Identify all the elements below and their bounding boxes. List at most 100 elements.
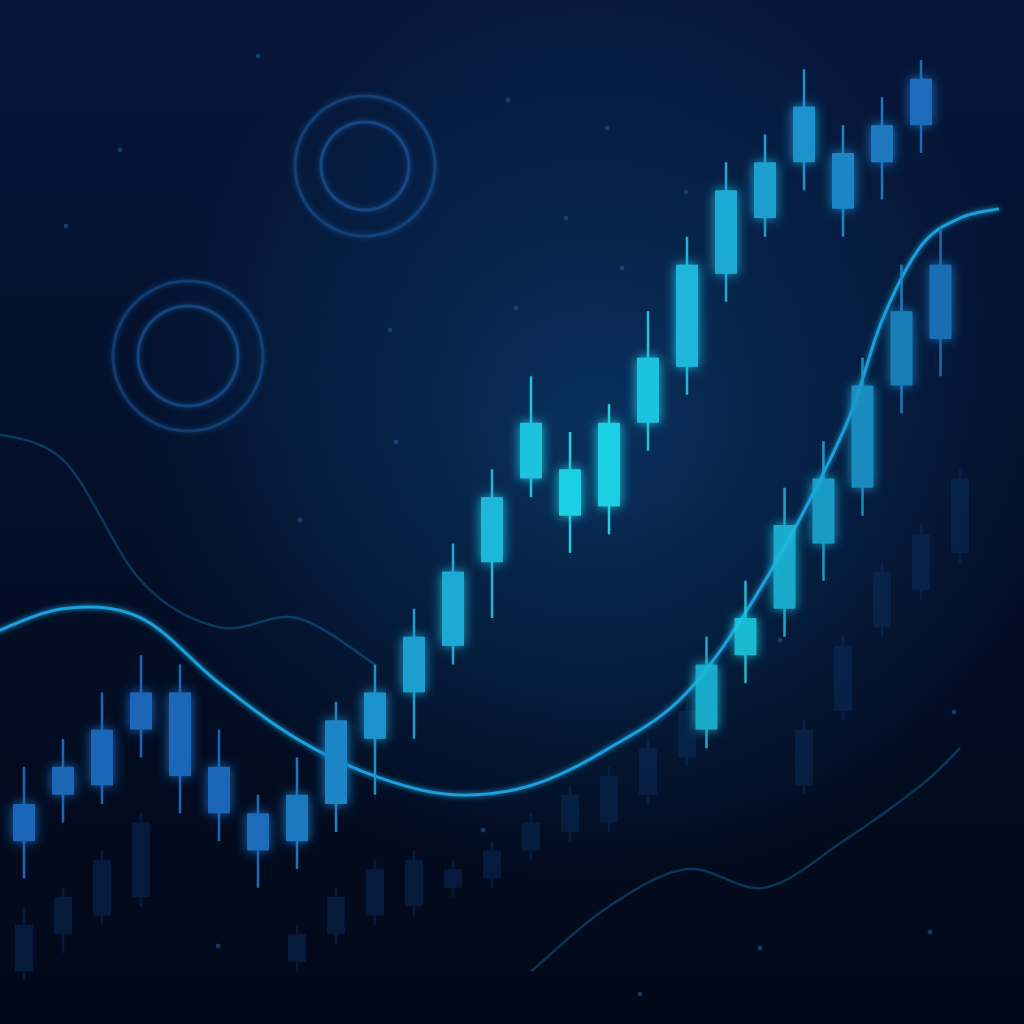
candle	[327, 887, 345, 944]
background-dot	[387, 327, 393, 333]
candle-body	[132, 822, 150, 897]
candle-body	[676, 264, 698, 367]
background-dot	[480, 827, 486, 833]
candle-body	[695, 664, 718, 730]
candle	[812, 441, 835, 581]
background-dot	[563, 215, 569, 221]
candle-body	[734, 618, 757, 656]
candle	[208, 729, 230, 842]
candle	[890, 264, 913, 414]
candle-body	[951, 478, 969, 553]
candle-body	[405, 859, 423, 907]
candle	[15, 906, 33, 981]
candle	[678, 701, 696, 767]
candle-body	[325, 720, 347, 804]
ring-inner	[319, 120, 411, 212]
candle-body	[403, 636, 425, 693]
background-dot	[63, 223, 69, 229]
candle-body	[93, 859, 111, 916]
candle	[637, 311, 659, 451]
background-dot	[297, 517, 303, 523]
candle-body	[910, 78, 932, 126]
candle-body	[366, 869, 384, 916]
ring-decorations	[111, 94, 437, 433]
candle-body	[286, 794, 308, 842]
faint-trend-line	[530, 747, 961, 973]
background-dot	[505, 97, 511, 103]
candle-body	[873, 571, 891, 628]
candle-body	[15, 924, 33, 972]
candle-body	[832, 153, 854, 209]
candle	[676, 236, 698, 395]
candle-body	[52, 766, 74, 795]
candle	[52, 738, 74, 823]
candle-body	[247, 813, 269, 851]
candle	[561, 785, 579, 842]
background-dot	[604, 125, 610, 131]
candle-body	[754, 162, 776, 219]
candle-body	[793, 106, 815, 163]
candle	[93, 850, 111, 925]
candle	[871, 97, 893, 200]
background-dot	[117, 147, 123, 153]
secondary-candles	[695, 227, 952, 749]
background-dot	[683, 189, 689, 195]
candle	[951, 469, 969, 563]
candle-body	[169, 692, 191, 777]
candle-body	[520, 422, 542, 479]
candle-body	[890, 311, 913, 386]
candle	[695, 636, 718, 749]
candle-body	[327, 897, 345, 935]
candle	[364, 664, 386, 795]
candle	[130, 655, 152, 758]
candle-body	[812, 478, 835, 544]
candle	[832, 125, 854, 237]
background-dot	[513, 305, 519, 311]
candle	[600, 766, 618, 832]
candle-body	[715, 190, 737, 274]
candle-body	[288, 934, 306, 963]
candle-body	[481, 497, 503, 563]
candle	[598, 404, 620, 535]
background-dot	[393, 439, 399, 445]
background-dot	[951, 709, 957, 715]
candle	[912, 525, 930, 600]
candle-body	[442, 571, 464, 646]
main-candles	[13, 60, 932, 888]
candle-body	[208, 766, 230, 814]
candle	[54, 887, 72, 953]
candle	[132, 813, 150, 907]
candle	[754, 134, 776, 237]
candle-body	[851, 385, 874, 488]
candle-body	[561, 794, 579, 832]
candle	[405, 850, 423, 916]
candle-body	[637, 357, 659, 423]
candle-body	[559, 469, 581, 516]
candle-body	[598, 422, 620, 507]
trend-line	[0, 207, 1000, 797]
candle	[13, 766, 35, 879]
candle-body	[483, 850, 501, 879]
faint-trend-line	[0, 433, 376, 666]
candle-body	[773, 525, 796, 609]
ring-outer	[111, 279, 265, 433]
background-dot	[619, 265, 625, 271]
background-dot	[255, 53, 261, 59]
candle-body	[639, 748, 657, 795]
candle	[444, 859, 462, 897]
candle	[834, 636, 852, 721]
candle-body	[130, 692, 152, 730]
candle	[734, 580, 757, 684]
candle-body	[912, 534, 930, 591]
background-dot	[757, 945, 763, 951]
ring-inner	[136, 304, 240, 408]
candle-body	[871, 125, 893, 163]
candle	[795, 720, 813, 795]
candle	[522, 813, 540, 860]
background-dot	[215, 943, 221, 949]
candle	[483, 841, 501, 888]
candle	[91, 692, 113, 804]
